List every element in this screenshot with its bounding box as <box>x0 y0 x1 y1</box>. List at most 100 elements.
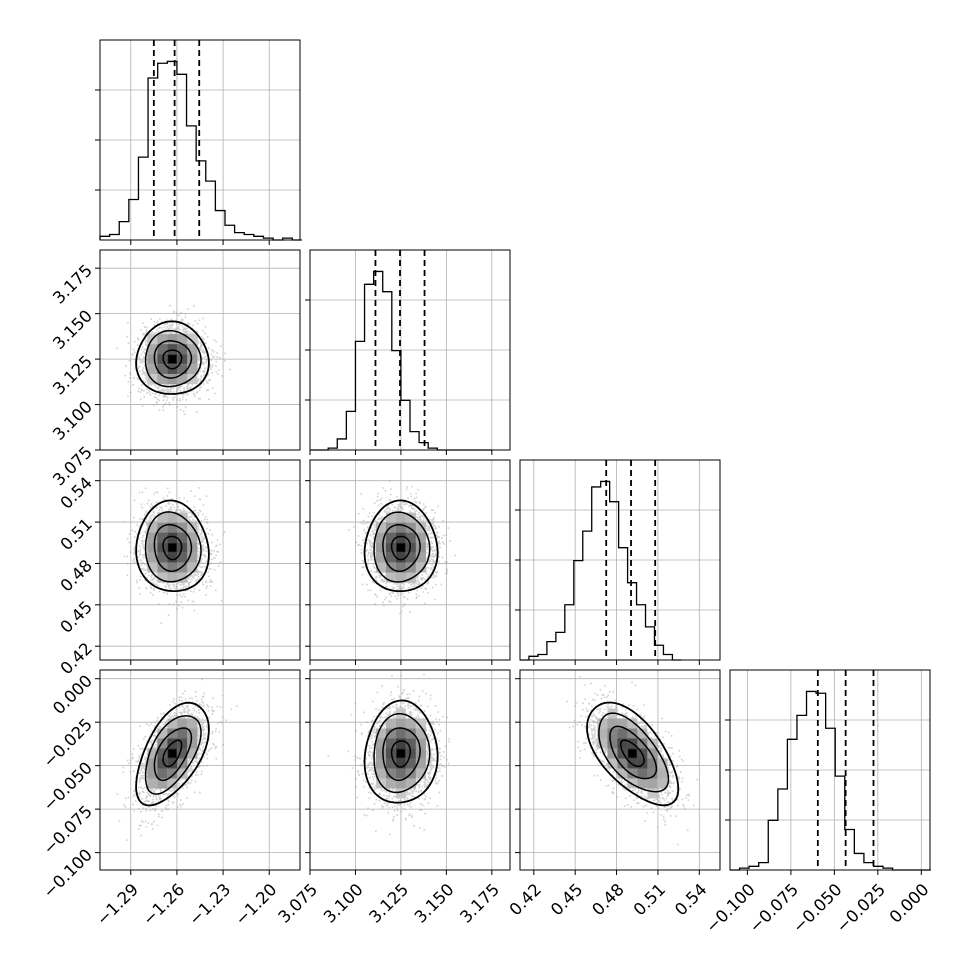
density-cell <box>627 768 638 779</box>
scatter-points <box>116 678 238 841</box>
density-cell <box>187 364 198 375</box>
contour-line <box>609 725 658 780</box>
density-cell <box>627 718 638 729</box>
density-cell <box>415 552 426 563</box>
density-cell <box>167 344 178 355</box>
density-cell <box>177 364 188 375</box>
density-cell <box>617 758 628 769</box>
density-cell <box>385 758 396 769</box>
density-cell <box>167 718 178 729</box>
peak-marker <box>396 749 405 758</box>
density-cell <box>167 374 178 385</box>
density-cell <box>405 718 416 729</box>
x-tick-label: 0.45 <box>547 880 586 919</box>
contour-line <box>135 499 210 592</box>
density-cell <box>177 344 188 355</box>
y-tick-label: 3.100 <box>49 397 96 444</box>
density-cell <box>167 334 178 345</box>
density-cell <box>157 552 168 563</box>
panel-frame <box>99 249 301 451</box>
density-cell <box>147 344 158 355</box>
density-cell <box>177 572 188 583</box>
density-cell <box>415 748 426 759</box>
density-cell <box>167 768 178 779</box>
density-cell <box>375 748 386 759</box>
density-cell <box>617 728 628 739</box>
panel-frame <box>99 459 301 661</box>
density-cell <box>167 522 178 533</box>
contour-line <box>153 523 193 572</box>
density-cell <box>405 778 416 789</box>
scatter-panel-0-3 <box>95 669 301 875</box>
peak-marker <box>168 355 177 364</box>
density-cell <box>385 512 396 523</box>
x-tick-label: −1.29 <box>93 880 142 929</box>
density-cell <box>375 562 386 573</box>
x-tick-label: 3.125 <box>365 880 412 927</box>
x-tick-label: 0.42 <box>506 880 545 919</box>
contour-line <box>373 712 431 794</box>
density-cell <box>167 728 178 739</box>
histogram-panel-2 <box>515 459 721 665</box>
contour-line <box>382 727 421 782</box>
histogram-panel-0 <box>95 39 302 245</box>
density-cell <box>385 738 396 749</box>
density-cell <box>607 748 618 759</box>
density-cell <box>647 788 658 799</box>
density-cell <box>177 748 188 759</box>
panel-frame <box>729 669 931 871</box>
x-tick-label: −1.23 <box>185 880 234 929</box>
density-cell <box>187 354 198 365</box>
density-cell <box>617 738 628 749</box>
density-cell <box>157 512 168 523</box>
contour-line <box>598 712 670 793</box>
density-cell <box>157 748 168 759</box>
density-cell <box>657 758 668 769</box>
y-tick-label: 3.125 <box>49 352 96 399</box>
density-cell <box>657 778 668 789</box>
density-cell <box>177 562 188 573</box>
density-cell <box>415 768 426 779</box>
density-cell <box>405 572 416 583</box>
contour-line <box>144 511 202 583</box>
contour-line <box>363 499 439 593</box>
density-cell <box>637 778 648 789</box>
y-tick-label: 3.150 <box>49 306 96 353</box>
density-cell <box>607 758 618 769</box>
contour-line <box>144 329 202 388</box>
density-cell <box>405 748 416 759</box>
peak-marker <box>628 749 637 758</box>
density-cell <box>167 778 178 789</box>
contour-line <box>390 535 411 561</box>
contour-line <box>135 701 210 807</box>
density-cell <box>405 728 416 739</box>
density-cell <box>405 738 416 749</box>
density-cell <box>157 532 168 543</box>
density-cell <box>405 512 416 523</box>
density-cell <box>637 768 648 779</box>
density-cell <box>187 748 198 759</box>
density-cell <box>405 552 416 563</box>
density-cell <box>177 334 188 345</box>
density-cell <box>385 768 396 779</box>
contour-line <box>162 349 183 370</box>
x-tick-label: 0.54 <box>671 880 710 919</box>
density-cell <box>415 542 426 553</box>
x-tick-label: 3.100 <box>320 880 367 927</box>
density-cell <box>157 542 168 553</box>
density-cell <box>415 718 426 729</box>
contour-line <box>363 699 439 804</box>
panel-frame <box>99 39 301 241</box>
y-tick-label: 0.42 <box>57 639 96 678</box>
panel-frame <box>519 459 721 661</box>
contour-line <box>153 727 193 782</box>
density-cell <box>147 522 158 533</box>
contour-line <box>382 524 421 573</box>
density-cell <box>395 788 406 799</box>
density-cell <box>177 718 188 729</box>
density-cell <box>415 758 426 769</box>
density-cell <box>385 778 396 789</box>
density-cell <box>167 562 178 573</box>
x-tick-label: 3.150 <box>411 880 458 927</box>
scatter-panel-2-3 <box>515 669 721 875</box>
